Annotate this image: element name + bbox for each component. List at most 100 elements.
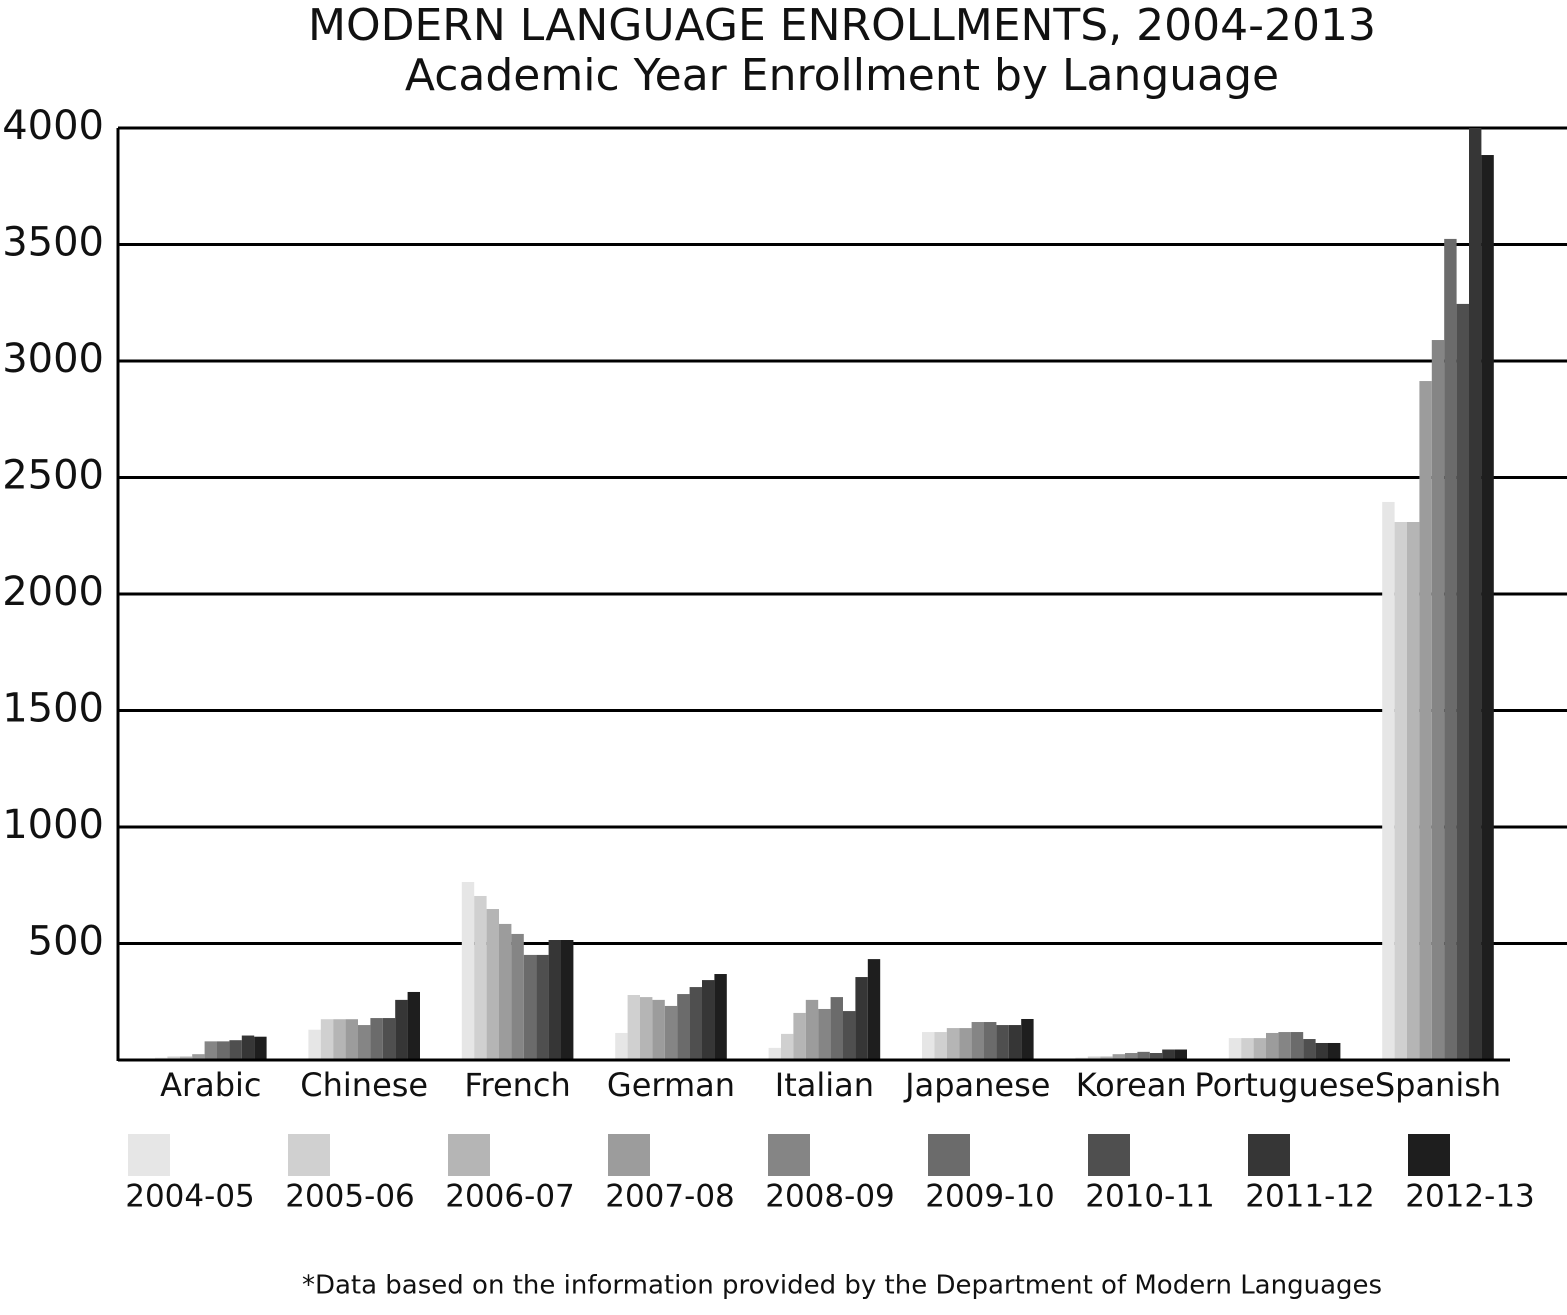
- x-tick-label: Korean: [1076, 1066, 1187, 1104]
- y-tick-label: 4000: [2, 103, 104, 149]
- bar: [1469, 128, 1482, 1060]
- bar: [615, 1032, 628, 1060]
- bar: [308, 1029, 321, 1060]
- legend-swatch: [288, 1134, 330, 1176]
- bar: [1444, 238, 1457, 1060]
- legend-label: 2008-09: [765, 1179, 895, 1215]
- legend-label: 2007-08: [605, 1179, 735, 1215]
- bar: [511, 933, 524, 1060]
- bar: [1174, 1049, 1187, 1060]
- y-tick-label: 2500: [2, 453, 104, 499]
- bar: [1149, 1053, 1163, 1060]
- y-tick-label: 3500: [2, 220, 104, 266]
- bar: [486, 909, 499, 1060]
- y-tick-label: 2000: [2, 569, 104, 615]
- bar: [805, 999, 819, 1060]
- bar: [382, 1018, 396, 1060]
- bar: [204, 1041, 217, 1060]
- bar: [1328, 1042, 1341, 1060]
- bar: [714, 974, 727, 1060]
- bar: [1253, 1038, 1266, 1060]
- bar: [179, 1056, 193, 1060]
- bar: [1303, 1039, 1316, 1060]
- bar: [167, 1056, 180, 1060]
- bar: [1021, 1018, 1034, 1060]
- bar: [1241, 1038, 1254, 1060]
- y-tick-label: 500: [28, 919, 104, 965]
- footnote: *Data based on the information provided …: [302, 1271, 1382, 1301]
- legend-label: 2004-05: [125, 1179, 255, 1215]
- bar: [474, 895, 487, 1060]
- bar: [241, 1035, 255, 1060]
- bar: [946, 1028, 960, 1060]
- bar: [996, 1025, 1009, 1060]
- legend-swatch: [1248, 1134, 1290, 1176]
- bar: [843, 1011, 856, 1060]
- bar: [320, 1019, 334, 1060]
- bar: [1382, 501, 1395, 1061]
- bar: [1087, 1056, 1101, 1060]
- bar: [1266, 1032, 1279, 1060]
- x-tick-label: French: [464, 1066, 570, 1104]
- bar: [959, 1028, 972, 1060]
- bar: [1278, 1032, 1291, 1060]
- bar: [689, 987, 702, 1060]
- bar: [499, 923, 512, 1060]
- bar: [1112, 1054, 1125, 1060]
- x-tick-label: Italian: [775, 1066, 874, 1104]
- bar: [627, 994, 640, 1060]
- bar: [934, 1032, 947, 1060]
- legend-swatch: [1088, 1134, 1130, 1176]
- bar: [395, 999, 408, 1060]
- bar: [333, 1019, 346, 1060]
- x-tick-label: Spanish: [1375, 1066, 1501, 1104]
- x-tick-label: Chinese: [300, 1066, 428, 1104]
- bar: [677, 994, 690, 1060]
- bar: [370, 1018, 383, 1060]
- legend-label: 2011-12: [1245, 1179, 1375, 1215]
- y-tick-label: 3000: [2, 336, 104, 382]
- x-tick-label: Japanese: [903, 1066, 1050, 1104]
- bar: [1394, 522, 1407, 1060]
- bar: [1162, 1049, 1175, 1060]
- legend-label: 2010-11: [1085, 1179, 1215, 1215]
- bar: [1315, 1042, 1328, 1060]
- x-tick-label: German: [607, 1066, 735, 1104]
- bar: [407, 991, 420, 1060]
- bar: [855, 977, 868, 1060]
- bar: [867, 959, 881, 1060]
- y-tick-label: 1000: [2, 802, 104, 848]
- bar: [971, 1022, 984, 1060]
- bar: [640, 997, 653, 1060]
- bar: [768, 1047, 781, 1060]
- bar: [664, 1005, 678, 1060]
- legend-label: 2005-06: [285, 1179, 415, 1215]
- bar: [192, 1054, 205, 1060]
- legend-swatch: [768, 1134, 810, 1176]
- x-tick-label: Arabic: [160, 1066, 261, 1104]
- bar: [461, 881, 475, 1060]
- bar: [1481, 155, 1494, 1060]
- x-tick-label: Portuguese: [1194, 1066, 1374, 1104]
- bar: [922, 1032, 935, 1060]
- bar: [1228, 1038, 1242, 1060]
- bar: [1431, 340, 1445, 1060]
- bar: [358, 1025, 371, 1060]
- bar: [984, 1022, 997, 1060]
- bar: [345, 1019, 358, 1060]
- bar: [1290, 1032, 1304, 1060]
- bar: [523, 954, 537, 1060]
- bar: [548, 940, 561, 1060]
- bar: [781, 1033, 794, 1060]
- bar: [536, 954, 549, 1060]
- legend-swatch: [448, 1134, 490, 1176]
- bar: [1137, 1051, 1150, 1060]
- bar: [1419, 381, 1432, 1061]
- bar: [652, 999, 665, 1060]
- bar: [217, 1041, 230, 1060]
- bar: [561, 940, 574, 1060]
- legend-label: 2009-10: [925, 1179, 1055, 1215]
- bar: [1456, 303, 1469, 1060]
- bar: [702, 980, 715, 1060]
